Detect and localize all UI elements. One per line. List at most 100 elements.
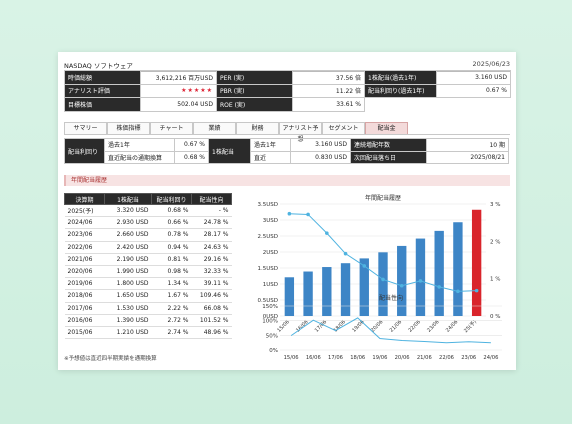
table-cell: - % bbox=[191, 204, 232, 218]
table-row: 2020/06 1.990 USD 0.98 % 32.33 % bbox=[64, 265, 232, 279]
table-cell: 1.990 USD bbox=[104, 265, 152, 279]
table-cell: 2.420 USD bbox=[104, 241, 152, 254]
recent-label: 直近配当の通期換算 bbox=[104, 150, 175, 164]
x-tick-label: 16/06 bbox=[306, 355, 321, 361]
y-tick-label: 0USD bbox=[263, 314, 278, 320]
header: NASDAQ ソフトウェア 2025/06/23 bbox=[64, 60, 510, 72]
y-tick-label: 100% bbox=[262, 319, 278, 325]
bar bbox=[378, 252, 388, 316]
yield-point bbox=[306, 212, 310, 217]
table-cell: 0.78 % bbox=[151, 228, 192, 242]
yield-point bbox=[474, 288, 479, 293]
table-cell: 2022/06 bbox=[64, 241, 105, 254]
stat-value: 0.67 % bbox=[436, 83, 511, 98]
y-tick-label: 50% bbox=[266, 333, 278, 339]
yield-point bbox=[437, 285, 441, 289]
table-cell: 0.94 % bbox=[151, 241, 192, 254]
table-cell: 39.11 % bbox=[191, 277, 232, 291]
x-tick-label: 17/06 bbox=[328, 355, 343, 361]
col-header: 配当利回り bbox=[151, 193, 192, 205]
dps-recent: 0.830 USD bbox=[290, 150, 351, 164]
dps-heading: 1株配当 bbox=[208, 138, 251, 164]
dividend-history-table: 決算期 1株配当 配当利回り 配当性向 2025(予) 3.320 USD 0.68… bbox=[64, 193, 232, 340]
streak-label: 連続増配年数 bbox=[350, 138, 427, 152]
table-cell: 2.190 USD bbox=[104, 253, 152, 266]
table-cell: 2020/06 bbox=[64, 265, 105, 279]
table-cell: 2025(予) bbox=[64, 204, 105, 218]
dividend-charts: 年間配当履歴 0USD 0.5USD 1USD 1.5USD 2USD 2.5USD 3USD… bbox=[258, 194, 502, 361]
table-cell: 2.72 % bbox=[151, 314, 192, 327]
tab-analyst[interactable]: アナリスト予想 bbox=[279, 122, 322, 143]
table-row: 2017/06 1.530 USD 2.22 % 66.08 % bbox=[64, 302, 232, 315]
table-row: 2018/06 1.650 USD 1.67 % 109.46 % bbox=[64, 289, 232, 303]
yield-point bbox=[362, 264, 367, 268]
table-cell: 3.320 USD bbox=[104, 204, 152, 218]
dividend-summary-table: 配当利回り 過去1年 0.67 % 1株配当 過去1年 3.160 USD 連続… bbox=[64, 138, 509, 164]
table-row: 2023/06 2.660 USD 0.78 % 28.17 % bbox=[64, 228, 232, 242]
y2-tick-label: 1 % bbox=[490, 277, 500, 283]
col-header: 決算期 bbox=[64, 193, 105, 205]
bar bbox=[284, 277, 295, 316]
x-tick-label: 21/06 bbox=[389, 319, 403, 333]
table-cell: 1.34 % bbox=[151, 277, 192, 291]
table-row: 2024/06 2.930 USD 0.66 % 24.78 % bbox=[64, 216, 232, 230]
x-tick-label: 21/06 bbox=[417, 355, 432, 361]
yield-point bbox=[381, 277, 385, 282]
table-row: 2015/06 1.210 USD 2.74 % 48.96 % bbox=[64, 326, 232, 340]
table-cell: 2.74 % bbox=[151, 326, 192, 340]
table-row: 2022/06 2.420 USD 0.94 % 24.63 % bbox=[64, 241, 232, 254]
stats-table: 時価総額 3,612,216 百万USD PER (実) 37.56 倍 1株配… bbox=[64, 70, 511, 112]
table-cell: 24.63 % bbox=[191, 241, 232, 254]
tab-indicators[interactable]: 株価指標 bbox=[107, 122, 150, 134]
x-tick-label: 19/06 bbox=[372, 355, 387, 361]
tab-chart[interactable]: チャート bbox=[150, 122, 193, 134]
y2-tick-label: 2 % bbox=[490, 239, 500, 245]
x-tick-label: 15/06 bbox=[284, 355, 299, 361]
table-cell: 1.650 USD bbox=[104, 289, 152, 303]
table-cell: 2023/06 bbox=[64, 228, 105, 242]
x-tick-label: 20/06 bbox=[395, 355, 410, 361]
y-tick-label: 1USD bbox=[263, 282, 278, 288]
bar bbox=[434, 230, 444, 316]
x-tick-label: 18/06 bbox=[333, 319, 347, 333]
tab-earnings[interactable]: 業績 bbox=[193, 122, 236, 134]
yield-heading: 配当利回り bbox=[64, 138, 105, 164]
next-exdate-label: 次回配当落ち日 bbox=[350, 150, 427, 164]
dps-past: 3.160 USD bbox=[290, 138, 351, 152]
date-label: 2025/06/23 bbox=[472, 60, 510, 68]
dps-past-label: 過去1年 bbox=[250, 138, 291, 152]
footnote: ※予想値は直近四半期実績を通期換算 bbox=[64, 356, 157, 362]
yield-point bbox=[343, 251, 348, 256]
yield-point bbox=[399, 283, 404, 288]
col-header: 配当性向 bbox=[191, 193, 232, 205]
table-cell: 1.800 USD bbox=[104, 277, 152, 291]
table-cell: 1.390 USD bbox=[104, 314, 152, 327]
table-row: 2021/06 2.190 USD 0.81 % 29.16 % bbox=[64, 253, 232, 266]
y-tick-label: 0% bbox=[269, 348, 278, 354]
stock-card: NASDAQ ソフトウェア 2025/06/23 時価総額 3,612,216 … bbox=[58, 52, 516, 370]
x-tick-label: 18/06 bbox=[350, 355, 365, 361]
table-cell: 29.16 % bbox=[191, 253, 232, 266]
tab-segment[interactable]: セグメント bbox=[322, 122, 365, 134]
table-cell: 2015/06 bbox=[64, 326, 105, 340]
tab-financials[interactable]: 財務 bbox=[236, 122, 279, 134]
tab-summary[interactable]: サマリー bbox=[64, 122, 107, 134]
bar bbox=[397, 245, 407, 316]
dps-recent-label: 直近 bbox=[250, 150, 291, 164]
tab-dividend[interactable]: 配当金 bbox=[365, 122, 408, 134]
stat-value: 11.22 倍 bbox=[292, 83, 365, 98]
recent-yield: 0.68 % bbox=[174, 150, 209, 164]
x-tick-label: 23/06 bbox=[426, 319, 440, 333]
stat-label: ROE (実) bbox=[216, 97, 293, 112]
y-tick-label: 3USD bbox=[263, 218, 278, 224]
table-cell: 24.78 % bbox=[191, 216, 232, 230]
stat-value: 33.61 % bbox=[292, 97, 365, 112]
y-tick-label: 0.5USD bbox=[258, 298, 279, 304]
payout-line bbox=[290, 317, 491, 344]
bar bbox=[359, 258, 369, 316]
stat-label: アナリスト評価 bbox=[64, 83, 141, 98]
past-year-label: 過去1年 bbox=[104, 138, 175, 152]
y-tick-label: 150% bbox=[262, 304, 278, 310]
x-tick-label: 24/06 bbox=[483, 355, 498, 361]
analyst-stars: ★★★★★ bbox=[140, 83, 217, 98]
